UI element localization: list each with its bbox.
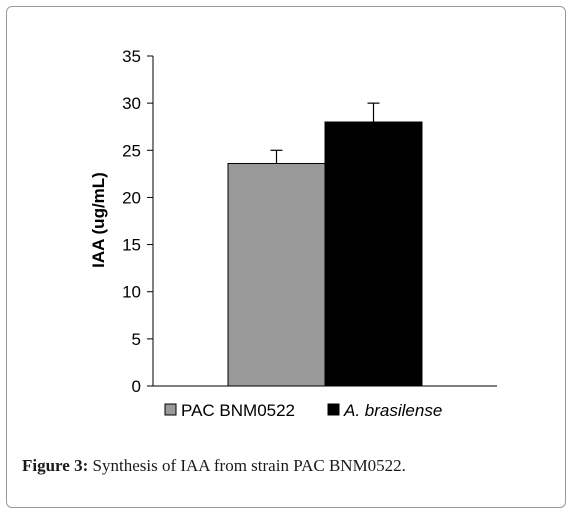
figure-caption: Figure 3: Synthesis of IAA from strain P… <box>22 456 552 476</box>
y-tick-label: 10 <box>122 283 141 302</box>
bar-2 <box>324 121 423 387</box>
y-tick-label: 15 <box>122 236 141 255</box>
legend: PAC BNM0522 A. brasilense <box>164 401 442 420</box>
y-tick-label: 25 <box>122 141 141 160</box>
legend-label-1: PAC BNM0522 <box>181 401 295 420</box>
legend-swatch-2 <box>327 403 340 416</box>
bar-1 <box>227 162 326 387</box>
y-axis: 0 5 10 15 20 25 30 35 <box>122 47 154 396</box>
y-tick-label: 5 <box>132 330 141 349</box>
y-tick-label: 30 <box>122 94 141 113</box>
y-tick-label: 0 <box>132 377 141 396</box>
bars <box>227 121 423 387</box>
y-axis-label: IAA (ug/mL) <box>89 172 108 268</box>
caption-label: Figure 3: <box>22 456 89 475</box>
legend-label-2: A. brasilense <box>343 401 442 420</box>
y-tick-label: 35 <box>122 47 141 66</box>
legend-swatch-1 <box>164 403 177 416</box>
error-bars <box>270 102 380 164</box>
caption-text: Synthesis of IAA from strain PAC BNM0522… <box>88 456 406 475</box>
y-tick-label: 20 <box>122 188 141 207</box>
